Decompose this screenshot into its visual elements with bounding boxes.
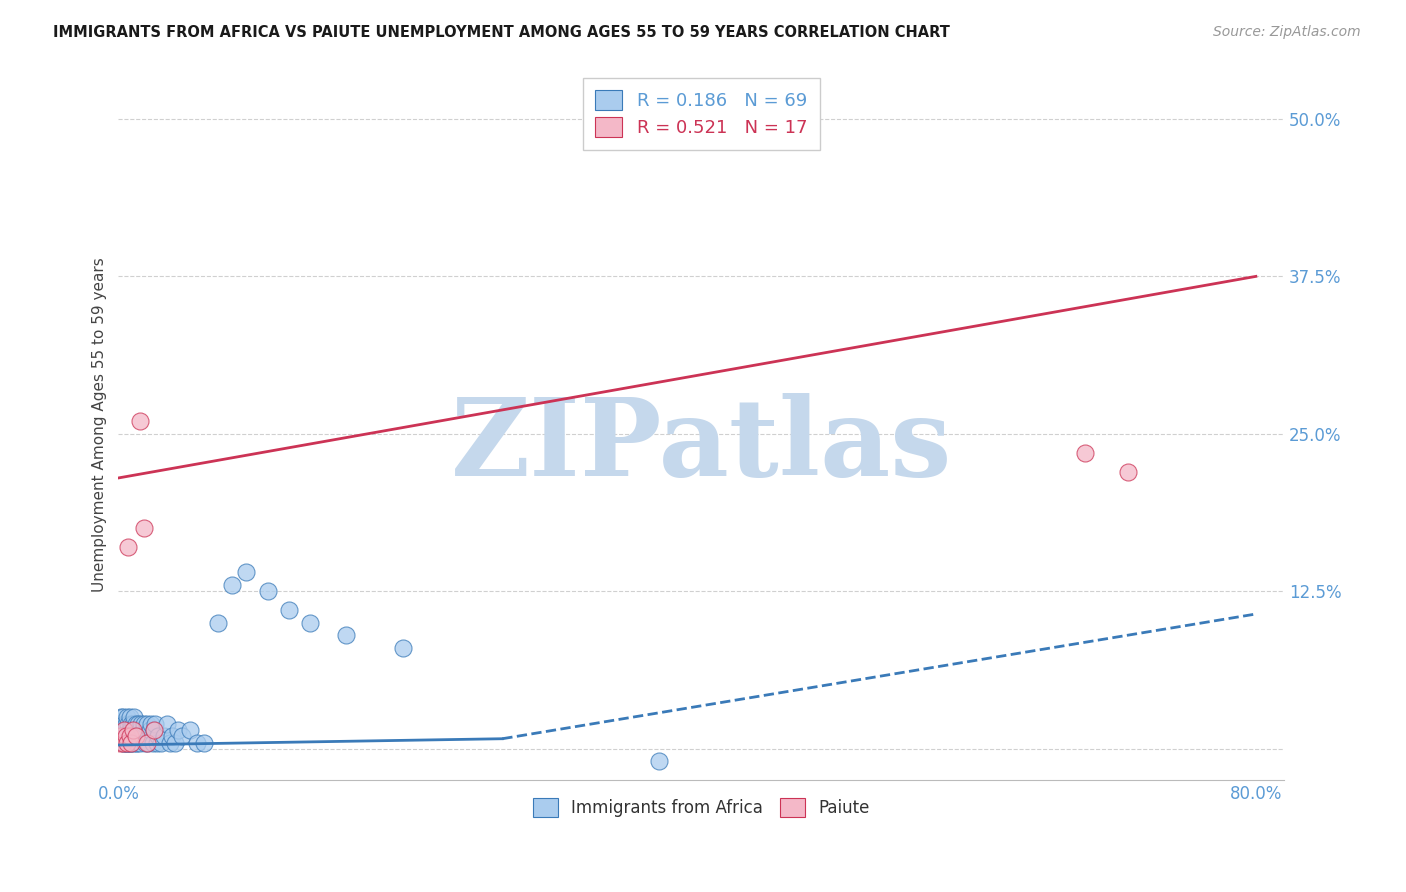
Point [124,735,146,749]
Point [299,615,322,630]
Point [128,723,150,737]
Point [186,735,208,749]
Point [132,521,155,535]
Point [118,710,141,724]
Point [125,723,148,737]
Text: Source: ZipAtlas.com: Source: ZipAtlas.com [1213,25,1361,39]
Point [165,735,187,749]
Point [391,640,413,655]
Point [136,735,159,749]
Point [207,615,229,630]
Point [143,723,166,737]
Point [121,729,143,743]
Point [221,578,243,592]
Point [110,729,132,743]
Point [127,729,149,743]
Point [138,723,160,737]
Point [121,723,143,737]
Point [128,735,150,749]
Point [122,729,145,743]
Point [118,729,141,743]
Point [172,729,194,743]
Text: IMMIGRANTS FROM AFRICA VS PAIUTE UNEMPLOYMENT AMONG AGES 55 TO 59 YEARS CORRELAT: IMMIGRANTS FROM AFRICA VS PAIUTE UNEMPLO… [53,25,950,40]
Point [235,566,257,580]
Point [125,735,148,749]
Point [117,716,139,731]
Point [114,735,136,749]
Point [129,729,152,743]
Point [110,710,132,724]
Point [134,735,156,749]
Point [111,710,134,724]
Point [124,729,146,743]
Point [167,723,190,737]
Point [120,735,142,749]
Point [117,735,139,749]
Point [131,723,153,737]
Point [111,735,134,749]
Y-axis label: Unemployment Among Ages 55 to 59 years: Unemployment Among Ages 55 to 59 years [93,257,107,591]
Point [112,723,135,737]
Point [110,729,132,743]
Point [111,735,134,749]
Point [112,729,135,743]
Point [111,723,134,737]
Point [278,603,301,617]
Point [145,716,167,731]
Point [122,710,145,724]
Point [108,716,131,731]
Point [121,735,143,749]
Point [129,716,152,731]
Point [114,716,136,731]
Point [112,716,135,731]
Point [108,735,131,749]
Point [135,716,157,731]
Point [139,716,162,731]
Point [120,716,142,731]
Point [143,723,166,737]
Point [118,735,141,749]
Point [114,729,136,743]
Point [118,723,141,737]
Text: ZIPatlas: ZIPatlas [451,392,952,499]
Point [179,723,201,737]
Point [150,735,173,749]
Point [115,710,138,724]
Point [1116,465,1139,479]
Point [193,735,215,749]
Point [1074,446,1097,460]
Point [156,716,179,731]
Point [115,735,138,749]
Point [146,735,169,749]
Point [256,584,278,599]
Point [124,716,146,731]
Point [162,729,184,743]
Point [335,628,357,642]
Point [153,729,176,743]
Point [121,716,143,731]
Point [120,735,142,749]
Point [112,735,135,749]
Point [115,729,138,743]
Legend: Immigrants from Africa, Paiute: Immigrants from Africa, Paiute [524,790,877,825]
Point [648,755,671,769]
Point [132,716,155,731]
Point [117,540,139,554]
Point [114,729,136,743]
Point [127,716,149,731]
Point [159,735,181,749]
Point [135,735,157,749]
Point [115,735,138,749]
Point [148,729,170,743]
Point [142,735,165,749]
Point [128,414,150,428]
